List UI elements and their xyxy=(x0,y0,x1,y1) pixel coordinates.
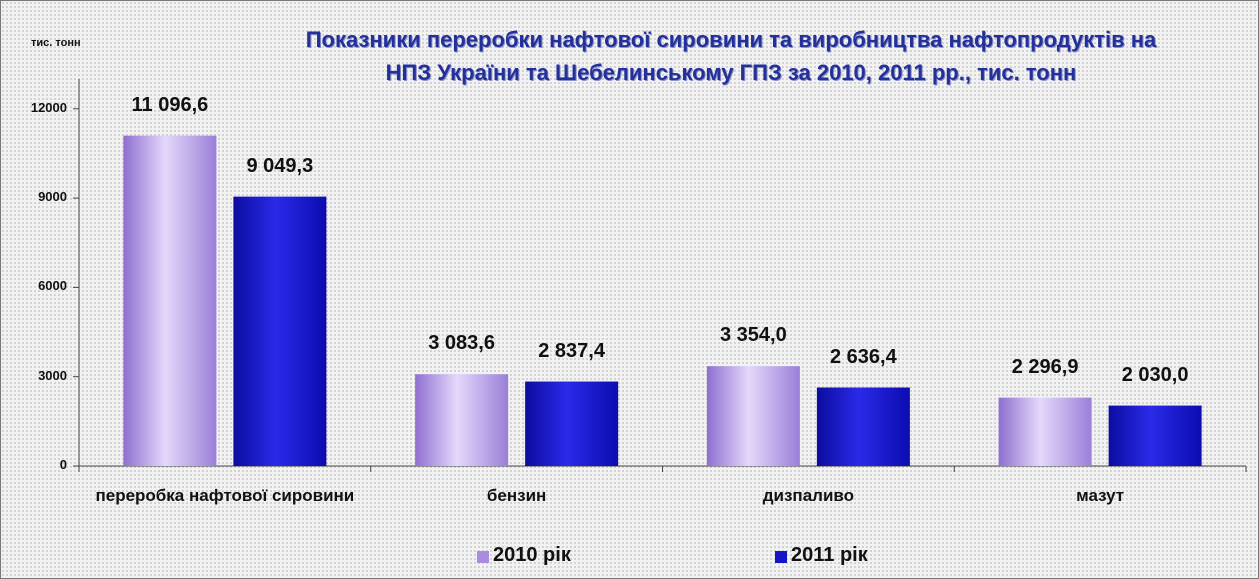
x-tick-label: переробка нафтової сировини xyxy=(95,486,355,505)
data-label: 9 049,3 xyxy=(246,154,314,177)
legend-swatch xyxy=(477,551,489,563)
data-label: 2 837,4 xyxy=(538,339,605,362)
y-tick-label: 9000 xyxy=(38,189,67,205)
x-tick-label: бензин xyxy=(486,486,547,505)
chart-title: Показники переробки нафтової сировини та… xyxy=(305,27,1157,85)
y-axis-label: тис. тонн xyxy=(31,37,81,49)
data-label: 11 096,6 xyxy=(131,93,209,116)
bar xyxy=(1108,405,1202,466)
data-label: 3 354,0 xyxy=(720,324,787,347)
legend-swatch xyxy=(775,551,787,563)
legend-label: 2010 рік xyxy=(493,544,571,566)
y-tick-label: 12000 xyxy=(30,99,67,115)
y-tick-label: 0 xyxy=(59,457,67,472)
bar xyxy=(123,135,217,466)
bar xyxy=(998,397,1092,466)
bar xyxy=(816,387,910,466)
bar xyxy=(706,366,800,466)
data-label: 3 083,6 xyxy=(428,332,495,355)
x-tick-label: мазут xyxy=(1076,486,1125,505)
legend-label: 2011 рік xyxy=(791,544,868,566)
data-label: 2 636,4 xyxy=(830,345,897,368)
y-tick-label: 6000 xyxy=(38,278,67,294)
data-label: 2 296,9 xyxy=(1011,355,1079,378)
bar xyxy=(233,196,327,466)
x-tick-label: дизпаливо xyxy=(762,486,855,505)
bar xyxy=(415,374,509,466)
bar xyxy=(525,381,619,466)
y-tick-label: 3000 xyxy=(38,367,67,383)
data-label: 2 030,0 xyxy=(1121,363,1189,386)
